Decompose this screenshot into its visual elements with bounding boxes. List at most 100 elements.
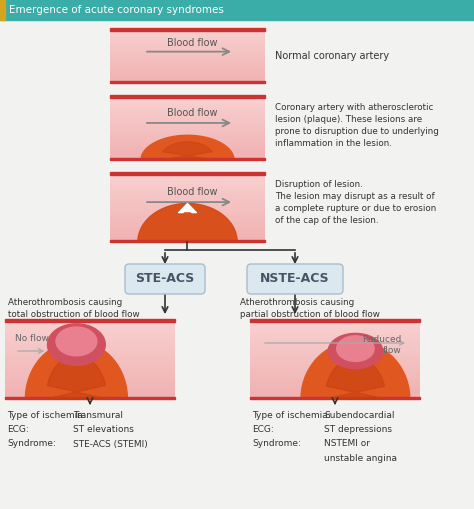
Bar	[110, 76, 265, 78]
Bar	[5, 330, 175, 333]
Bar	[250, 343, 420, 346]
Bar	[5, 319, 175, 322]
Text: Disruption of lesion.
The lesion may disrupt as a result of
a complete rupture o: Disruption of lesion. The lesion may dis…	[275, 180, 436, 225]
Bar	[250, 370, 420, 373]
Bar	[110, 212, 265, 214]
Bar	[110, 207, 265, 210]
Bar	[5, 319, 175, 322]
Bar	[110, 216, 265, 219]
Bar	[5, 372, 175, 376]
Bar	[110, 58, 265, 60]
Text: Coronary artery with atherosclerotic
lesion (plaque). These lesions are
prone to: Coronary artery with atherosclerotic les…	[275, 103, 439, 149]
Bar	[5, 348, 175, 352]
Polygon shape	[160, 142, 215, 160]
Bar	[250, 341, 420, 344]
Bar	[5, 380, 175, 383]
Bar	[250, 362, 420, 365]
Bar	[5, 335, 175, 338]
Bar	[110, 63, 265, 65]
Polygon shape	[5, 342, 175, 399]
Bar	[110, 99, 265, 102]
Bar	[110, 79, 265, 81]
Text: Atherothrombosis causing
total obstruction of blood flow: Atherothrombosis causing total obstructi…	[8, 298, 140, 319]
Bar	[110, 237, 265, 240]
Bar	[110, 110, 265, 113]
Bar	[250, 386, 420, 389]
Polygon shape	[47, 324, 105, 365]
Bar	[110, 53, 265, 56]
Bar	[110, 175, 265, 177]
Bar	[5, 370, 175, 373]
Bar	[110, 193, 265, 196]
Bar	[250, 354, 420, 357]
Bar	[110, 55, 265, 58]
Bar	[110, 203, 265, 205]
Bar	[5, 378, 175, 381]
Bar	[250, 335, 420, 338]
Polygon shape	[325, 357, 386, 399]
Bar	[110, 127, 265, 130]
Bar	[250, 388, 420, 391]
FancyBboxPatch shape	[125, 264, 205, 294]
Bar	[110, 154, 265, 156]
Bar	[110, 181, 265, 184]
Bar	[5, 332, 175, 335]
Polygon shape	[46, 355, 107, 399]
Bar	[110, 240, 265, 242]
Bar	[110, 156, 265, 158]
Polygon shape	[337, 336, 374, 361]
Bar	[110, 225, 265, 229]
Bar	[110, 61, 265, 63]
Bar	[110, 205, 265, 208]
Bar	[110, 67, 265, 69]
Bar	[110, 158, 265, 160]
Bar	[5, 383, 175, 386]
Bar	[110, 233, 265, 236]
Bar	[110, 231, 265, 233]
Bar	[110, 240, 265, 242]
Bar	[110, 115, 265, 117]
Bar	[110, 186, 265, 189]
Bar	[110, 41, 265, 43]
Bar	[0, 0, 474, 20]
Bar	[110, 134, 265, 137]
Bar	[110, 200, 265, 203]
Bar	[110, 191, 265, 193]
Bar	[110, 195, 265, 198]
Bar	[5, 367, 175, 370]
Bar	[5, 393, 175, 397]
Bar	[110, 97, 265, 100]
Text: Blood flow: Blood flow	[167, 38, 218, 48]
Bar	[110, 136, 265, 139]
Bar	[110, 77, 265, 80]
Bar	[250, 393, 420, 397]
Bar	[110, 30, 265, 32]
Bar	[250, 356, 420, 359]
Bar	[110, 228, 265, 231]
Bar	[110, 143, 265, 146]
Bar	[110, 219, 265, 221]
Bar	[110, 221, 265, 224]
Bar	[250, 332, 420, 335]
Bar	[110, 121, 265, 124]
Text: Type of ischemia:
ECG:
Syndrome:: Type of ischemia: ECG: Syndrome:	[7, 411, 86, 448]
Text: Atherothrombosis causing
partial obstruction of blood flow: Atherothrombosis causing partial obstruc…	[240, 298, 380, 319]
Bar	[250, 380, 420, 383]
Bar	[110, 28, 265, 31]
Bar	[5, 337, 175, 341]
Bar	[250, 367, 420, 370]
Bar	[5, 388, 175, 391]
Bar	[250, 348, 420, 352]
Text: Type of ischemia:
ECG:
Syndrome:: Type of ischemia: ECG: Syndrome:	[252, 411, 331, 448]
Bar	[110, 179, 265, 182]
Text: STE-ACS: STE-ACS	[136, 272, 195, 286]
Bar	[110, 151, 265, 154]
Bar	[250, 359, 420, 362]
Bar	[5, 322, 175, 325]
Bar	[250, 346, 420, 349]
Bar	[110, 119, 265, 122]
Polygon shape	[110, 135, 265, 160]
Bar	[110, 125, 265, 128]
Bar	[110, 37, 265, 40]
Bar	[5, 391, 175, 394]
